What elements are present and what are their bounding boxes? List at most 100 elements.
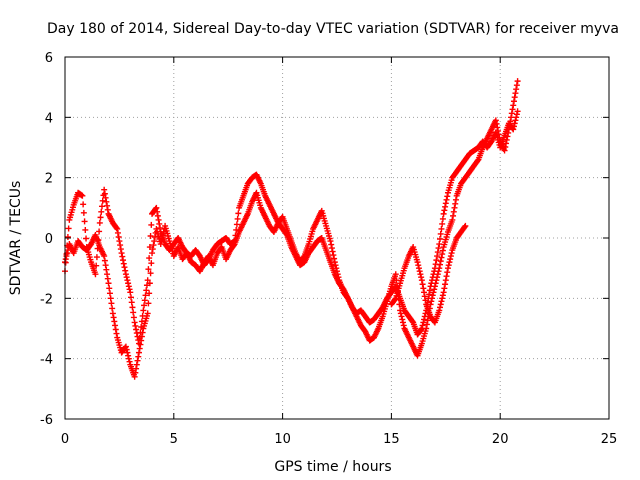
data-point [422, 297, 429, 304]
data-point [437, 258, 444, 265]
data-point [65, 225, 72, 232]
data-point [130, 314, 137, 321]
data-point [125, 283, 132, 290]
data-point [83, 235, 90, 242]
data-point [117, 246, 124, 253]
data-point [414, 259, 421, 266]
grid [65, 57, 609, 419]
data-point [496, 134, 503, 141]
data-point [106, 285, 113, 292]
data-point [152, 205, 159, 212]
data-point [137, 329, 144, 336]
data-point [495, 127, 502, 134]
data-point [435, 268, 442, 275]
data-point [143, 287, 150, 294]
data-point [505, 126, 512, 133]
data-point [435, 245, 442, 252]
data-point [82, 226, 89, 233]
data-point [429, 295, 436, 302]
data-point [145, 300, 152, 307]
data-point [442, 277, 449, 284]
data-point [502, 143, 509, 150]
data-point [423, 325, 430, 332]
data-point [133, 365, 140, 372]
data-point [451, 204, 458, 211]
data-point [392, 271, 399, 278]
data-point [96, 228, 103, 235]
data-point [397, 310, 404, 317]
y-tick-label: -2 [40, 292, 53, 307]
data-point [436, 307, 443, 314]
data-point [493, 120, 500, 127]
data-point [439, 215, 446, 222]
data-point [235, 210, 242, 217]
data-point [432, 280, 439, 287]
data-point [327, 238, 334, 245]
data-point [233, 221, 240, 228]
data-point [101, 190, 108, 197]
data-point [439, 247, 446, 254]
data-point [124, 349, 131, 356]
data-point [330, 252, 337, 259]
data-point [80, 201, 87, 208]
data-point [153, 204, 160, 211]
data-point [494, 124, 501, 131]
data-point [508, 114, 515, 121]
data-point [415, 262, 422, 269]
data-point [421, 316, 428, 323]
data-point [146, 244, 153, 251]
data-point [125, 280, 132, 287]
y-tick-label: 2 [45, 172, 53, 187]
data-point [128, 299, 135, 306]
y-tick-label: 4 [45, 111, 53, 126]
data-point [112, 326, 119, 333]
data-point [436, 236, 443, 243]
data-point [423, 321, 430, 328]
data-point [440, 210, 447, 217]
data-point [126, 286, 133, 293]
data-point [509, 106, 516, 113]
data-point [443, 273, 450, 280]
data-point [511, 94, 518, 101]
data-point [101, 257, 108, 264]
data-point [133, 326, 140, 333]
data-point [81, 218, 88, 225]
data-point [392, 296, 399, 303]
data-point [409, 318, 416, 325]
y-axis-label: SDTVAR / TECUs [8, 181, 24, 296]
data-point [95, 237, 102, 244]
data-point [112, 322, 119, 329]
data-point [114, 229, 121, 236]
x-tick-label: 25 [601, 432, 618, 447]
data-point [418, 326, 425, 333]
axis-ticks: 0 5 10 15 20 25 -6 -4 -2 0 2 4 6 [40, 51, 617, 447]
data-point [138, 323, 145, 330]
data-point [328, 241, 335, 248]
data-point [396, 301, 403, 308]
data-point [151, 238, 158, 245]
data-point [444, 193, 451, 200]
data-point [513, 111, 520, 118]
data-point [135, 353, 142, 360]
data-point [508, 110, 515, 117]
data-point [399, 316, 406, 323]
data-point [448, 250, 455, 257]
x-axis-label: GPS time / hours [274, 459, 391, 475]
data-point [439, 292, 446, 299]
y-tick-label: 6 [45, 51, 53, 66]
data-point [441, 285, 448, 292]
data-point [109, 305, 116, 312]
data-point [434, 249, 441, 256]
data-point [140, 307, 147, 314]
data-point [141, 297, 148, 304]
data-point [420, 285, 427, 292]
data-point [154, 208, 161, 215]
data-point [148, 221, 155, 228]
data-point [452, 196, 459, 203]
data-point [440, 289, 447, 296]
data-point [503, 140, 510, 147]
data-point [449, 216, 456, 223]
data-point [431, 286, 438, 293]
data-point [120, 260, 127, 267]
data-point [148, 260, 155, 267]
